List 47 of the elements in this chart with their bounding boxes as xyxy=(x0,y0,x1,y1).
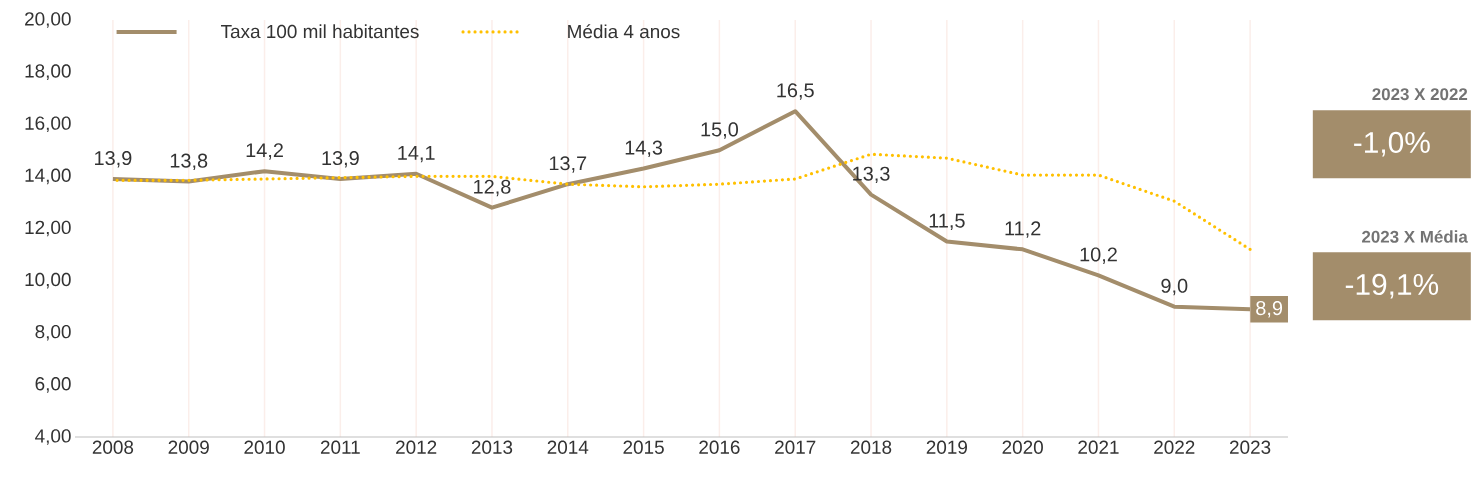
y-tick-label: 16,00 xyxy=(25,116,71,133)
legend-label: Média 4 anos xyxy=(568,24,680,39)
data-label: 14,1 xyxy=(398,145,435,163)
x-tick-label: 2010 xyxy=(244,440,285,454)
data-label: 12,8 xyxy=(474,179,511,197)
y-tick-label: 14,00 xyxy=(25,168,71,185)
text: -1,0% xyxy=(1354,131,1430,157)
text: 2023 X 2022 xyxy=(1372,88,1468,101)
text: 2023 X Média xyxy=(1362,230,1468,243)
x-tick-label: 2013 xyxy=(471,440,513,454)
x-tick-label: 2014 xyxy=(547,440,589,454)
x-tick-label: 2018 xyxy=(850,440,892,454)
x-tick-label: 2016 xyxy=(699,440,740,454)
y-tick-label: 6,00 xyxy=(35,377,71,393)
y-tick-label: 18,00 xyxy=(25,64,71,80)
data-label: 10,2 xyxy=(1080,247,1117,264)
x-tick-label: 2019 xyxy=(926,440,967,454)
x-tick-label: 2011 xyxy=(320,440,360,454)
x-tick-label: 2023 xyxy=(1229,440,1271,454)
x-tick-label: 2012 xyxy=(396,440,437,454)
data-label: 11,2 xyxy=(1005,221,1041,238)
y-tick-label: 12,00 xyxy=(25,220,71,237)
data-label: 13,9 xyxy=(95,151,132,168)
text: -19,1% xyxy=(1345,273,1439,299)
data-label: 15,0 xyxy=(701,122,739,139)
data-label: 14,2 xyxy=(246,143,283,160)
x-tick-label: 2017 xyxy=(775,440,816,454)
x-tick-label: 2009 xyxy=(168,440,209,454)
legend-label: Taxa 100 mil habitantes xyxy=(220,24,419,39)
data-label: 13,7 xyxy=(549,156,587,173)
data-label: 13,8 xyxy=(170,153,208,171)
data-label: 11,5 xyxy=(929,213,965,231)
y-tick-label: 4,00 xyxy=(35,429,71,445)
data-label: 14,3 xyxy=(625,140,663,158)
y-tick-label: 10,00 xyxy=(25,272,71,289)
y-tick-label: 20,00 xyxy=(25,12,71,28)
data-label: 8,9 xyxy=(1256,301,1283,318)
x-tick-label: 2021 xyxy=(1078,440,1119,454)
data-label: 13,3 xyxy=(853,166,890,184)
x-tick-label: 2020 xyxy=(1002,440,1043,454)
data-label: 16,5 xyxy=(777,83,814,100)
x-tick-label: 2015 xyxy=(623,440,664,454)
y-tick-label: 8,00 xyxy=(35,324,71,341)
data-label: 13,9 xyxy=(322,151,359,168)
x-tick-label: 2008 xyxy=(92,440,134,454)
data-label: 9,0 xyxy=(1161,278,1188,296)
x-tick-label: 2022 xyxy=(1154,440,1195,454)
